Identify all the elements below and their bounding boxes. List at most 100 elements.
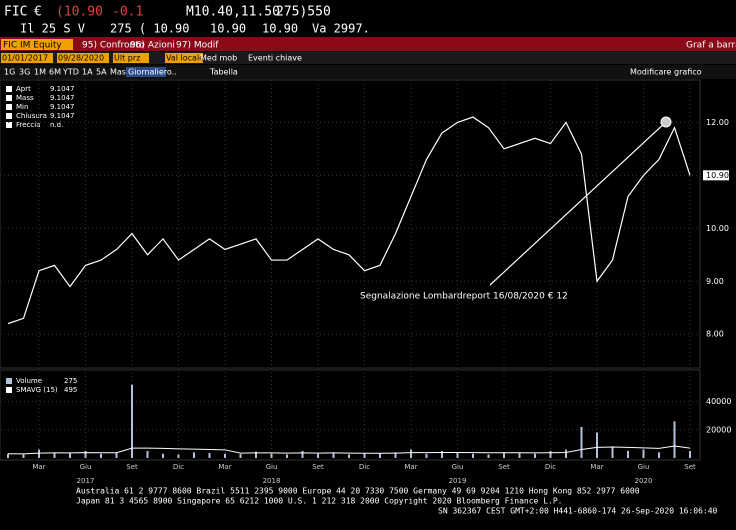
volume-bar xyxy=(22,454,25,458)
legend-label: Chiusura xyxy=(16,112,47,120)
volume-bar xyxy=(332,452,335,458)
range-button[interactable]: 3G xyxy=(19,68,30,77)
menu-item[interactable]: 95) Confronto xyxy=(82,41,145,51)
y-tick-label: 10.00 xyxy=(706,224,729,233)
range-button[interactable]: Giornaliero.. xyxy=(128,68,177,77)
legend-label: Freccia xyxy=(16,121,40,129)
range-button[interactable]: YTD xyxy=(62,68,79,77)
volume-bar xyxy=(410,449,412,458)
volume-bar xyxy=(239,454,242,458)
volume-panel xyxy=(0,369,701,461)
x-tick-label: Giu xyxy=(266,463,278,471)
range-button[interactable]: 1M xyxy=(34,68,46,77)
setting-field[interactable]: 01/01/2017 xyxy=(2,54,48,63)
x-tick-label: Set xyxy=(684,463,696,471)
legend-value: 9.1047 xyxy=(50,94,75,102)
period-box xyxy=(126,67,166,77)
input-box[interactable] xyxy=(1,53,53,63)
range-button[interactable]: 1A xyxy=(82,68,93,77)
quote-text: € xyxy=(34,5,42,20)
range-button[interactable]: Modificare grafico xyxy=(630,68,702,77)
quote-text: -0.1 xyxy=(112,5,143,20)
volume-bar xyxy=(270,453,273,458)
quote-text: Il 25 S V xyxy=(20,22,85,36)
volume-bar xyxy=(38,449,40,458)
volume-bar xyxy=(193,452,195,458)
setting-field[interactable]: 09/28/2020 xyxy=(58,54,104,63)
x-tick-label: Mar xyxy=(32,463,45,471)
volume-bar xyxy=(7,453,9,458)
year-label: 2019 xyxy=(449,477,467,485)
quote-text: 275 ( 10.90 xyxy=(110,22,189,36)
annotation-arrow xyxy=(489,121,667,286)
setting-field[interactable]: Eventi chiave xyxy=(248,54,302,63)
legend-label: Min xyxy=(16,103,28,111)
x-tick-label: Dic xyxy=(173,463,184,471)
volume-bar xyxy=(100,453,102,458)
setting-field[interactable]: Med mob xyxy=(200,54,237,63)
volume-bar xyxy=(441,450,443,458)
input-box[interactable] xyxy=(57,53,109,63)
volume-bar xyxy=(627,450,629,458)
volume-bar xyxy=(487,454,490,458)
ticker-box xyxy=(1,39,73,50)
settings-bar xyxy=(0,52,736,64)
input-box[interactable] xyxy=(113,53,149,63)
volume-bar xyxy=(255,451,257,458)
legend-box xyxy=(6,104,12,110)
volume-bar xyxy=(503,452,505,458)
y-tick-label: 20000 xyxy=(706,425,731,434)
volume-bar xyxy=(565,449,567,458)
volume-bar xyxy=(658,452,660,458)
x-tick-label: Dic xyxy=(359,463,370,471)
menu-item[interactable]: Graf a barra xyxy=(686,41,736,51)
volume-bar xyxy=(317,453,319,458)
x-tick-label: Mar xyxy=(404,463,417,471)
year-label: 2020 xyxy=(635,477,653,485)
y-tick-label: 40000 xyxy=(706,397,731,406)
legend-box xyxy=(6,122,12,128)
annotation-point xyxy=(660,116,672,128)
volume-bar xyxy=(131,384,133,458)
last-price-box xyxy=(703,170,729,181)
x-tick-label: Set xyxy=(126,463,138,471)
y-tick-label: 9.00 xyxy=(706,277,724,286)
legend-label: SMAVG (15) xyxy=(16,386,58,394)
volume-bar xyxy=(379,453,381,458)
volume-bar xyxy=(53,452,56,458)
volume-bar xyxy=(146,450,149,458)
quote-text: (10.90 xyxy=(56,5,103,20)
range-button[interactable]: 5A xyxy=(96,68,107,77)
footer-text: Australia 61 2 9777 8600 Brazil 5511 239… xyxy=(76,487,640,496)
menu-item[interactable]: 96) Azioni xyxy=(130,41,175,51)
range-button[interactable]: 6M xyxy=(49,68,61,77)
range-button[interactable]: Tabella xyxy=(209,68,238,77)
x-tick-label: Set xyxy=(312,463,324,471)
volume-bar xyxy=(208,453,211,458)
volume-bar xyxy=(69,453,71,458)
menu-item[interactable]: 97) Modif xyxy=(176,41,219,51)
quote-text: 10.90 xyxy=(210,22,246,36)
volume-bar xyxy=(84,450,87,458)
input-box[interactable] xyxy=(165,53,203,63)
legend-value: 9.1047 xyxy=(50,85,75,93)
annotation: Segnalazione Lombardreport 16/08/2020 € … xyxy=(360,292,568,302)
price-line xyxy=(7,116,691,325)
volume-bar xyxy=(580,426,583,458)
y-tick-label: 8.00 xyxy=(706,330,724,339)
function-bar xyxy=(0,37,736,51)
legend-box xyxy=(6,387,12,393)
price-panel xyxy=(0,79,701,369)
x-tick-label: Giu xyxy=(452,463,464,471)
volume-bar xyxy=(456,452,459,458)
legend-box xyxy=(6,86,12,92)
x-tick-label: Giu xyxy=(638,463,650,471)
range-button[interactable]: Mass xyxy=(110,68,130,77)
volume-bar xyxy=(286,454,288,458)
volume-bar xyxy=(224,453,226,458)
setting-field[interactable]: Val locale xyxy=(166,54,204,63)
volume-bar xyxy=(518,453,521,458)
setting-field[interactable]: Ult prz xyxy=(114,54,140,63)
range-button[interactable]: 1G xyxy=(4,68,15,77)
